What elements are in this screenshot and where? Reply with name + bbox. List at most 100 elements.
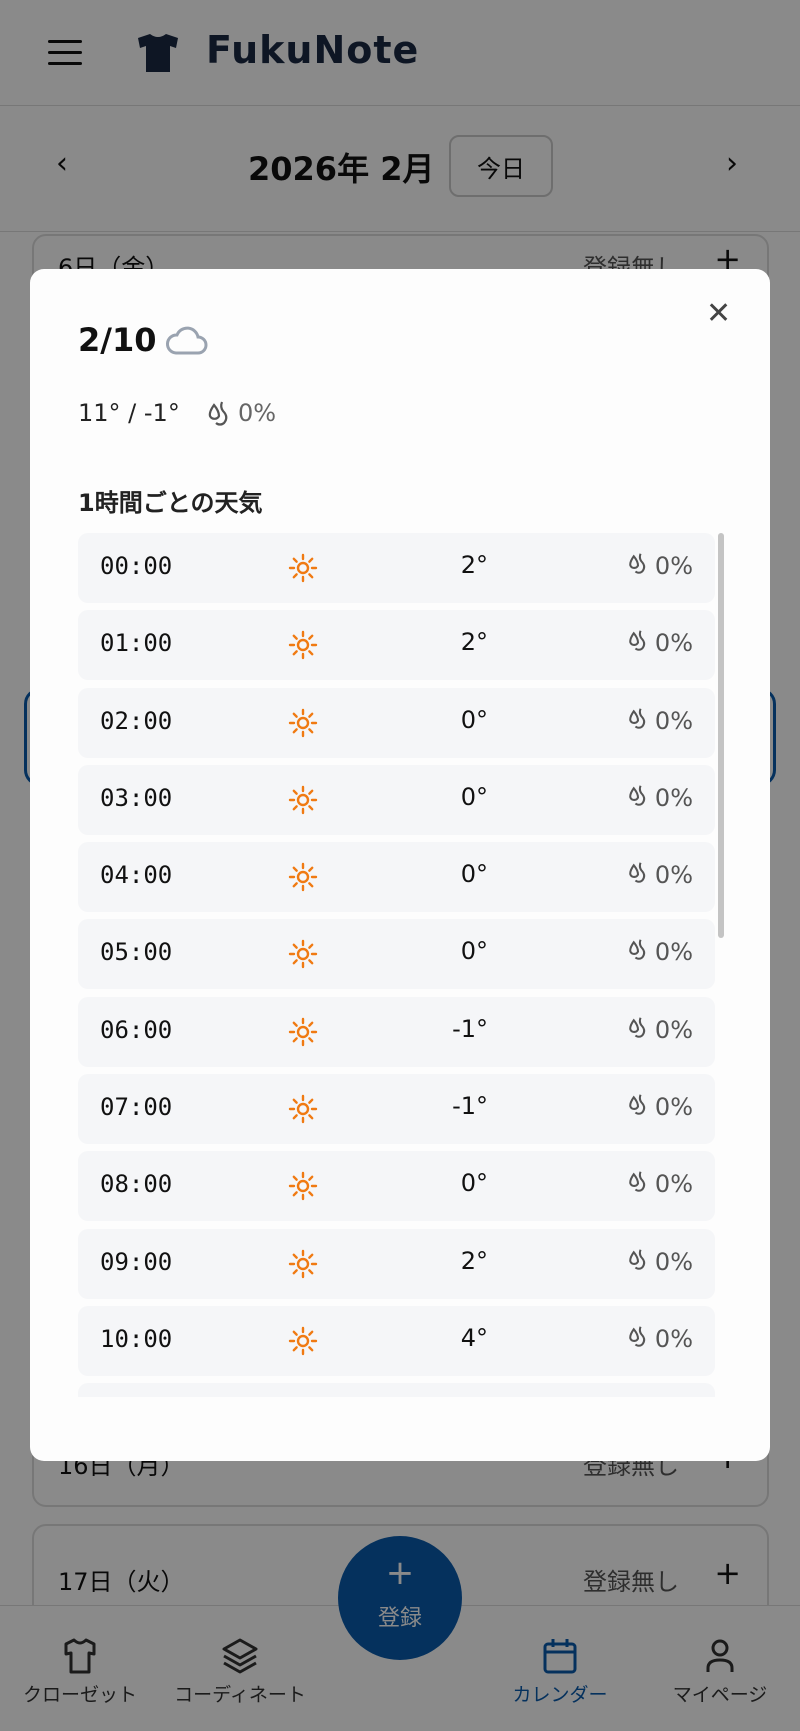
sun-icon	[288, 553, 318, 587]
hour-temp: 2°	[460, 551, 488, 579]
precip-value: 0%	[654, 783, 693, 812]
precip-value: 0%	[654, 861, 693, 890]
sun-icon	[288, 939, 318, 973]
fab-label: 登録	[377, 1606, 422, 1631]
weather-detail-modal: ✕ 2/10 11° / -1° 0% 1時間ごとの天気 00:00 2° 0% 01…	[30, 269, 770, 1461]
hour-precip: 0%	[627, 706, 693, 736]
hour-time: 05:00	[100, 938, 173, 967]
precip-value: 0%	[238, 399, 277, 427]
calendar-icon	[543, 1639, 577, 1674]
sun-icon	[288, 1326, 318, 1360]
precip-value: 0%	[654, 552, 693, 580]
add-outfit-button[interactable]: +	[714, 1554, 741, 1592]
sun-icon	[288, 1171, 318, 1205]
precip-value: 0%	[654, 1247, 693, 1276]
hour-time: 03:00	[100, 783, 173, 812]
droplets-icon	[627, 783, 649, 813]
register-fab-button[interactable]: + 登録	[338, 1536, 462, 1660]
plus-icon: +	[385, 1553, 415, 1593]
hour-precip: 0%	[627, 1324, 693, 1354]
droplets-icon	[627, 860, 649, 890]
hourly-row: 04:00 0° 0%	[78, 842, 715, 913]
daily-precipitation: 0%	[206, 399, 276, 427]
hourly-row: 01:00 2° 0%	[78, 610, 715, 681]
scrollbar[interactable]	[718, 533, 724, 938]
hourly-row	[78, 1383, 715, 1397]
hour-time: 04:00	[100, 861, 173, 890]
hourly-list[interactable]: 00:00 2° 0% 01:00 2° 0% 02:00 0° 0% 03:00 0° 0% 04:0…	[78, 533, 738, 1397]
hour-precip: 0%	[627, 783, 693, 813]
hourly-row: 00:00 2° 0%	[78, 533, 715, 603]
hour-precip: 0%	[627, 1247, 693, 1277]
hour-precip: 0%	[627, 1092, 693, 1122]
brand-name[interactable]: FukuNote	[206, 28, 420, 72]
droplets-icon	[627, 1015, 649, 1045]
hour-temp: 0°	[460, 1169, 488, 1198]
hourly-row: 07:00 -1° 0%	[78, 1074, 715, 1145]
close-icon[interactable]: ✕	[706, 296, 732, 331]
hour-precip: 0%	[627, 551, 693, 581]
hour-temp: -1°	[452, 1092, 488, 1121]
hourly-row: 10:00 4° 0%	[78, 1305, 715, 1376]
droplets-icon	[627, 937, 649, 967]
hour-temp: 2°	[460, 1246, 488, 1275]
hour-precip: 0%	[627, 937, 693, 967]
sun-icon	[288, 785, 318, 819]
nav-mypage[interactable]: マイページ	[640, 1636, 800, 1707]
precip-value: 0%	[654, 1170, 693, 1199]
hourly-row: 06:00 -1° 0%	[78, 996, 715, 1067]
app-header: FukuNote	[0, 0, 800, 106]
hourly-row: 08:00 0° 0%	[78, 1151, 715, 1222]
prev-month-button[interactable]: ‹	[56, 146, 68, 181]
day-status: 登録無し	[583, 1568, 679, 1596]
month-navigation	[0, 106, 800, 232]
nav-label: カレンダー	[512, 1684, 608, 1706]
modal-date: 2/10	[78, 321, 157, 359]
hour-temp: 4°	[460, 1323, 488, 1352]
temperature-range: 11° / -1°	[78, 399, 180, 427]
hamburger-menu-icon[interactable]	[48, 40, 82, 66]
hour-time: 06:00	[100, 1015, 173, 1044]
hour-temp: 0°	[460, 860, 488, 889]
precip-value: 0%	[654, 1324, 693, 1353]
hourly-row: 05:00 0° 0%	[78, 919, 715, 990]
hour-time: 09:00	[100, 1247, 173, 1276]
sun-icon	[288, 630, 318, 664]
nav-coordinate[interactable]: コーディネート	[160, 1636, 320, 1707]
hour-time: 00:00	[100, 552, 173, 580]
hour-time: 08:00	[100, 1170, 173, 1199]
droplets-icon	[208, 401, 228, 426]
sun-icon	[288, 862, 318, 896]
precip-value: 0%	[654, 706, 693, 735]
layers-icon	[222, 1638, 258, 1674]
droplets-icon	[627, 628, 649, 658]
user-icon	[706, 1639, 734, 1672]
hour-temp: -1°	[452, 1014, 488, 1043]
hour-temp: 0°	[460, 782, 488, 811]
nav-label: クローゼット	[22, 1684, 137, 1706]
shirt-logo-icon	[138, 34, 178, 72]
precip-value: 0%	[654, 629, 693, 658]
hourly-row: 09:00 2° 0%	[78, 1228, 715, 1299]
next-month-button[interactable]: ›	[726, 146, 738, 181]
precip-value: 0%	[654, 1093, 693, 1122]
hour-time: 01:00	[100, 629, 173, 658]
hour-time: 02:00	[100, 706, 173, 735]
month-title: 2026年 2月	[248, 150, 435, 188]
sun-icon	[288, 1249, 318, 1283]
sun-icon	[288, 1094, 318, 1128]
hour-temp: 0°	[460, 705, 488, 734]
hourly-row: 02:00 0° 0%	[78, 687, 715, 758]
nav-label: マイページ	[672, 1684, 768, 1706]
hour-time: 10:00	[100, 1324, 173, 1353]
shirt-icon	[64, 1638, 96, 1674]
hour-precip: 0%	[627, 628, 693, 658]
hour-precip: 0%	[627, 1015, 693, 1045]
day-label: 17日（火）	[58, 1568, 185, 1596]
nav-calendar[interactable]: カレンダー	[480, 1636, 640, 1707]
today-button[interactable]: 今日	[449, 135, 553, 197]
nav-closet[interactable]: クローゼット	[0, 1636, 160, 1707]
droplets-icon	[627, 1247, 649, 1277]
cloud-icon	[166, 326, 208, 355]
hour-precip: 0%	[627, 1169, 693, 1199]
